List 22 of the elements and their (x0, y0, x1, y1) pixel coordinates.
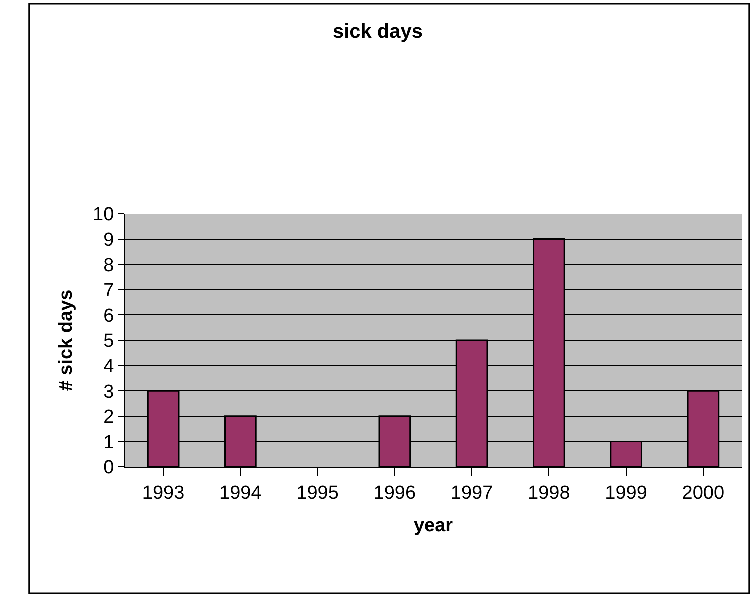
y-tick-label: 3 (104, 382, 114, 403)
y-tick-label: 2 (104, 407, 114, 428)
y-tick-label: 8 (104, 255, 114, 276)
y-tick-label: 6 (104, 306, 114, 327)
y-tick-label: 1 (104, 432, 114, 454)
x-axis-title: year (414, 516, 454, 537)
y-tick-label: 5 (104, 331, 114, 352)
x-tick-label: 1999 (605, 482, 648, 504)
x-tick-label: 1997 (450, 482, 494, 504)
y-axis-title: # sick days (56, 290, 77, 392)
y-tick-label: 4 (104, 356, 115, 378)
x-tick-label: 1993 (142, 482, 185, 504)
y-tick-label: 0 (104, 458, 114, 479)
y-tick-label: 9 (104, 230, 114, 251)
x-tick-label: 1995 (296, 482, 339, 504)
chart-title: sick days (332, 21, 424, 44)
x-tick-label: 1996 (374, 482, 416, 504)
x-tick-label: 1998 (528, 482, 570, 504)
y-tick-label: 10 (93, 204, 114, 226)
x-tick-label: 1994 (220, 482, 262, 504)
y-tick-label: 7 (104, 280, 114, 302)
x-tick-label: 2000 (682, 482, 725, 504)
